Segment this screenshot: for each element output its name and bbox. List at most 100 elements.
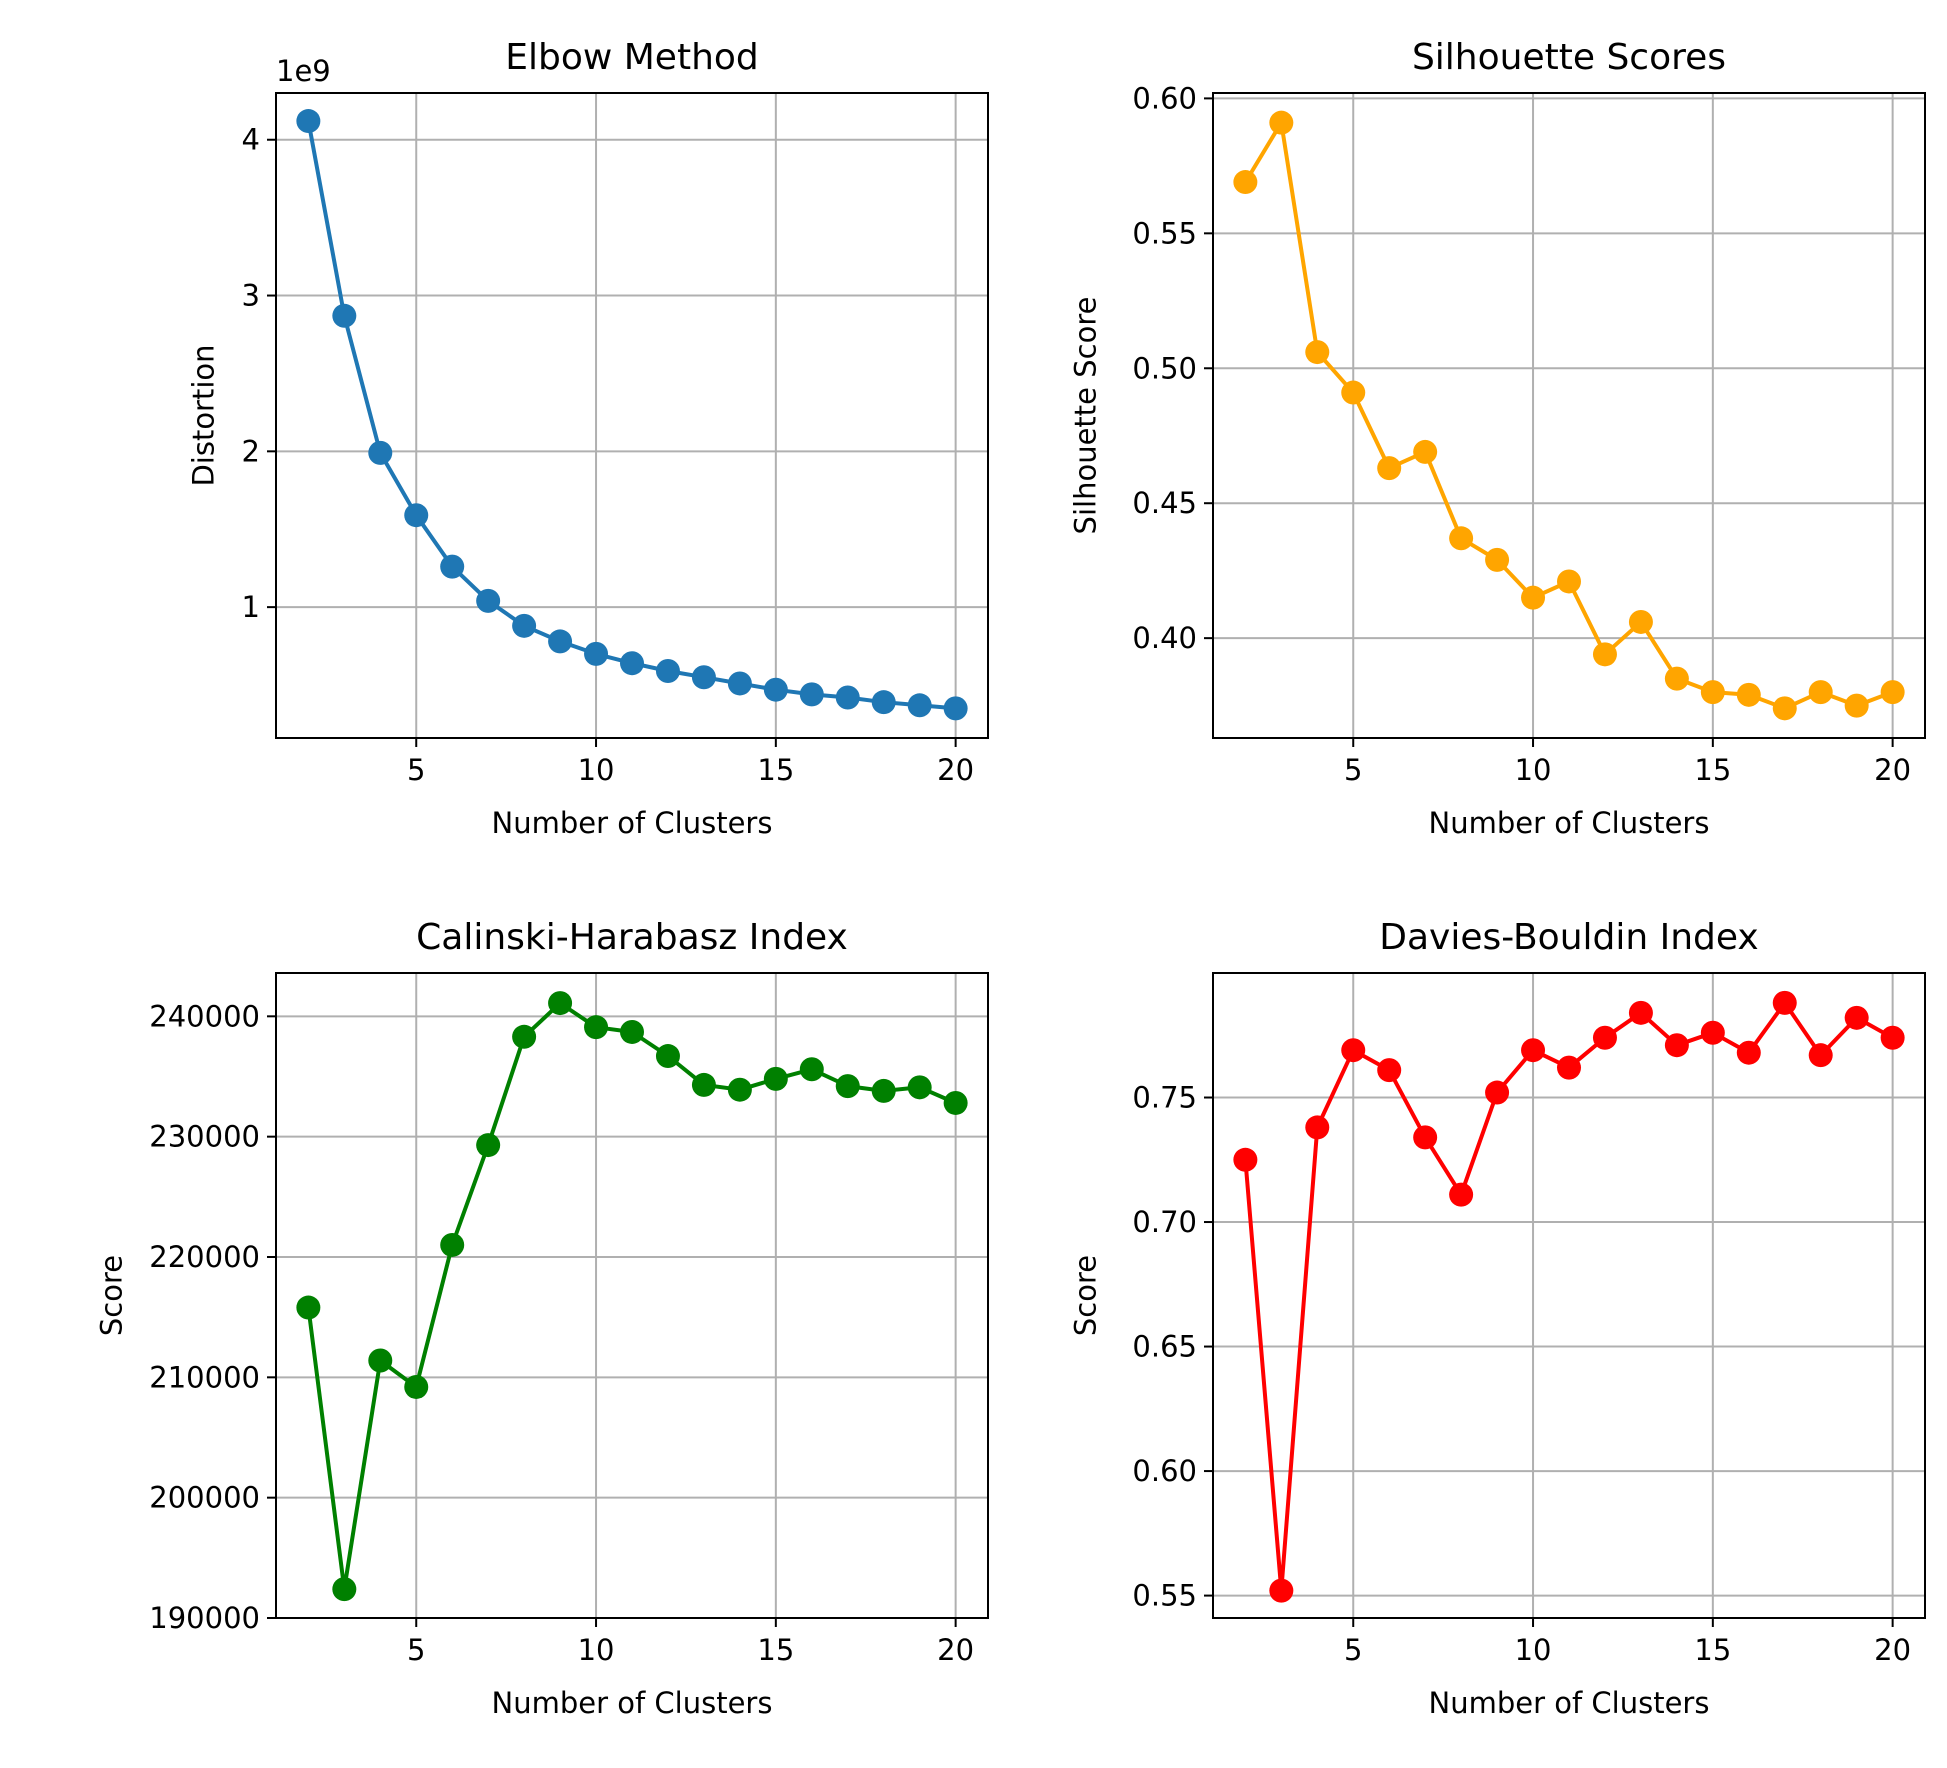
elbow-data-point: [332, 303, 357, 328]
silhouette-x-tick-label: 5: [1344, 753, 1362, 787]
silhouette-data-point: [1413, 439, 1438, 464]
calinski-harabasz-data-point: [691, 1072, 716, 1097]
silhouette-y-tick-label: 0.45: [1132, 486, 1197, 520]
silhouette-x-axis-label: Number of Clusters: [1429, 806, 1710, 840]
calinski-harabasz-data-point: [476, 1133, 501, 1158]
calinski-harabasz-data-point: [727, 1077, 752, 1102]
silhouette-y-tick-label: 0.50: [1132, 351, 1197, 385]
calinski-harabasz-data-point: [512, 1024, 537, 1049]
silhouette-data-point: [1341, 380, 1366, 405]
davies-bouldin-data-point: [1521, 1038, 1546, 1063]
elbow-data-point: [907, 693, 932, 718]
silhouette-x-tick-label: 15: [1694, 753, 1731, 787]
elbow-data-point: [404, 503, 429, 528]
silhouette-data-point: [1772, 696, 1797, 721]
silhouette-data-point: [1521, 585, 1546, 610]
elbow-data-point: [763, 677, 788, 702]
elbow-x-tick-label: 15: [757, 753, 794, 787]
calinski-harabasz-data-point: [763, 1066, 788, 1091]
calinski-harabasz-title: Calinski-Harabasz Index: [416, 917, 848, 958]
silhouette-data-point: [1700, 680, 1725, 705]
davies-bouldin-y-tick-label: 0.70: [1132, 1205, 1197, 1239]
elbow-y-axis-label: Distortion: [187, 344, 221, 486]
davies-bouldin-data-point: [1377, 1058, 1402, 1083]
elbow-x-axis-label: Number of Clusters: [492, 806, 773, 840]
davies-bouldin-data-point: [1341, 1038, 1366, 1063]
calinski-harabasz-y-tick-label: 220000: [149, 1240, 260, 1274]
elbow-title: Elbow Method: [505, 37, 759, 78]
calinski-harabasz-y-tick-label: 200000: [149, 1481, 260, 1515]
davies-bouldin-data-point: [1628, 1000, 1653, 1025]
davies-bouldin-title: Davies-Bouldin Index: [1379, 917, 1758, 958]
subplot-grid: 5 10 15 20 1 2 3 4 Elbow Method Number of Cluster…: [95, 37, 1926, 1720]
calinski-harabasz-x-axis-label: Number of Clusters: [492, 1686, 773, 1720]
davies-bouldin-data-point: [1269, 1578, 1294, 1603]
calinski-harabasz-data-point: [835, 1074, 860, 1099]
calinski-harabasz-axes-frame: [275, 972, 989, 1619]
davies-bouldin-data-point: [1664, 1033, 1689, 1058]
silhouette-x-tick-label: 10: [1515, 753, 1552, 787]
davies-bouldin-data-point: [1880, 1025, 1905, 1050]
davies-bouldin-subplot: 5 10 15 20 0.55 0.60 0.65 0.70 0.75 Davies-Bouldi…: [1068, 917, 1926, 1720]
silhouette-data-point: [1269, 110, 1294, 135]
davies-bouldin-data-point: [1305, 1115, 1330, 1140]
calinski-harabasz-data-point: [440, 1232, 465, 1257]
elbow-subplot: 5 10 15 20 1 2 3 4 Elbow Method Number of Cluster…: [187, 37, 989, 840]
elbow-x-tick-label: 10: [578, 753, 615, 787]
davies-bouldin-data-point: [1844, 1005, 1869, 1030]
elbow-y-tick-label: 1: [242, 590, 260, 624]
davies-bouldin-y-tick-label: 0.75: [1132, 1081, 1197, 1115]
elbow-data-point: [584, 641, 609, 666]
calinski-harabasz-subplot: 5 10 15 20 190000 200000 210000 220000 230000 240…: [95, 917, 989, 1720]
elbow-data-point: [691, 665, 716, 690]
elbow-data-point: [368, 440, 393, 465]
elbow-data-point: [727, 671, 752, 696]
elbow-data-point: [548, 629, 573, 654]
calinski-harabasz-data-point: [584, 1015, 609, 1040]
davies-bouldin-data-point: [1485, 1080, 1510, 1105]
silhouette-data-point: [1808, 680, 1833, 705]
silhouette-data-point: [1377, 456, 1402, 481]
silhouette-data-point: [1233, 170, 1258, 195]
davies-bouldin-data-point: [1700, 1020, 1725, 1045]
calinski-harabasz-data-point: [871, 1078, 896, 1103]
elbow-data-point: [476, 588, 501, 613]
calinski-harabasz-x-tick-label: 5: [407, 1633, 425, 1667]
davies-bouldin-data-point: [1557, 1055, 1581, 1080]
calinski-harabasz-y-tick-label: 210000: [149, 1360, 260, 1394]
silhouette-data-point: [1628, 609, 1653, 634]
calinski-harabasz-data-point: [404, 1374, 429, 1399]
elbow-y-tick-label: 3: [242, 279, 260, 313]
calinski-harabasz-data-point: [943, 1090, 968, 1115]
davies-bouldin-x-tick-label: 10: [1515, 1633, 1552, 1667]
elbow-data-point: [943, 696, 968, 721]
calinski-harabasz-y-tick-label: 230000: [149, 1120, 260, 1154]
calinski-harabasz-data-point: [332, 1577, 357, 1602]
davies-bouldin-data-point: [1808, 1043, 1833, 1068]
calinski-harabasz-y-axis-label: Score: [95, 1255, 129, 1336]
elbow-x-tick-label: 5: [407, 753, 425, 787]
silhouette-data-point: [1485, 547, 1510, 572]
davies-bouldin-y-tick-label: 0.55: [1132, 1579, 1197, 1613]
davies-bouldin-x-tick-label: 5: [1344, 1633, 1362, 1667]
silhouette-data-point: [1592, 642, 1617, 667]
elbow-data-point: [655, 659, 680, 684]
elbow-data-point: [440, 554, 465, 579]
calinski-harabasz-x-tick-label: 20: [937, 1633, 974, 1667]
silhouette-y-axis-label: Silhouette Score: [1068, 297, 1102, 535]
davies-bouldin-data-point: [1233, 1147, 1258, 1172]
silhouette-data-point: [1305, 340, 1330, 365]
silhouette-data-point: [1449, 526, 1474, 551]
davies-bouldin-x-tick-label: 15: [1694, 1633, 1731, 1667]
elbow-axes-frame: [275, 92, 989, 739]
calinski-harabasz-data-point: [548, 991, 573, 1016]
davies-bouldin-data-point: [1449, 1182, 1474, 1207]
calinski-harabasz-x-tick-label: 15: [757, 1633, 794, 1667]
elbow-data-point: [835, 685, 860, 710]
silhouette-data-point: [1844, 693, 1869, 718]
davies-bouldin-data-point: [1413, 1125, 1438, 1150]
elbow-y-tick-label: 4: [242, 123, 260, 157]
silhouette-y-tick-label: 0.55: [1132, 216, 1197, 250]
